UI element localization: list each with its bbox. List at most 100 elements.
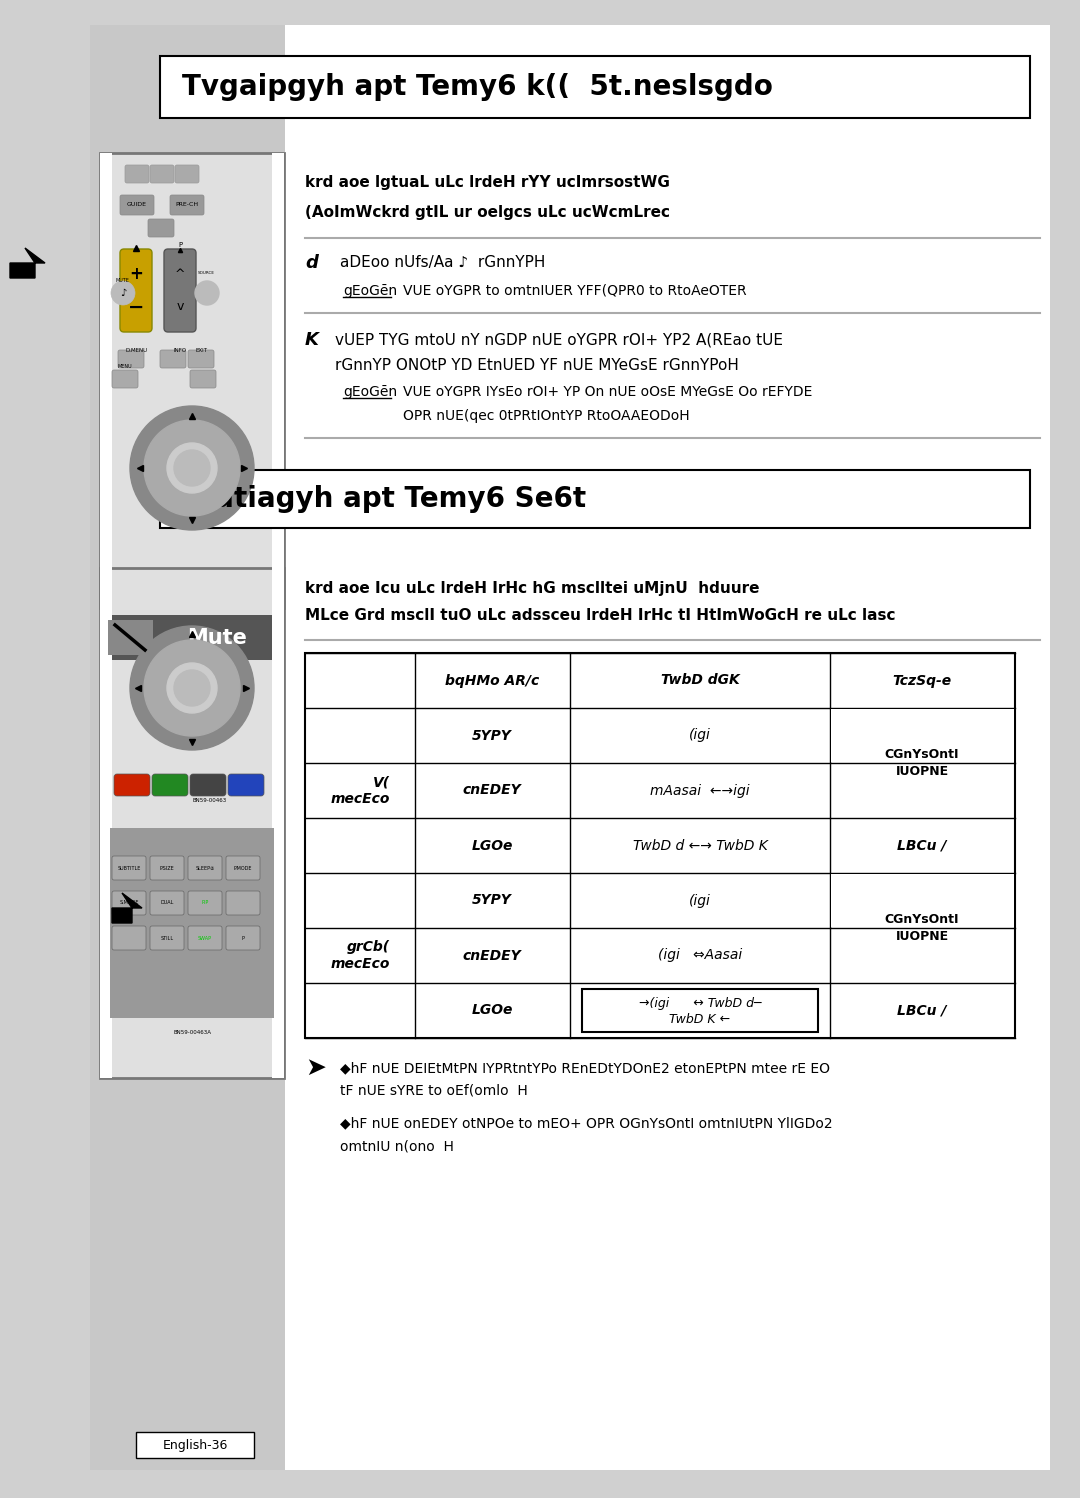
Text: INFO: INFO — [174, 348, 187, 352]
Text: Mute: Mute — [187, 628, 247, 649]
Text: LBCu /: LBCu / — [897, 1004, 947, 1017]
Text: (igi: (igi — [689, 893, 711, 908]
Text: PIP: PIP — [201, 900, 208, 905]
Text: LBCu /: LBCu / — [897, 839, 947, 852]
Text: SLEEP②: SLEEP② — [195, 866, 215, 870]
Bar — [108, 620, 153, 655]
FancyBboxPatch shape — [190, 370, 216, 388]
Text: krd aoe Icu uLc lrdeH IrHc hG msclltei uMjnU  hduure: krd aoe Icu uLc lrdeH IrHc hG msclltei u… — [305, 581, 759, 596]
Text: P.MODE: P.MODE — [233, 866, 253, 870]
Bar — [100, 616, 284, 661]
Text: cnEDEY: cnEDEY — [462, 783, 522, 797]
Bar — [90, 25, 1050, 1470]
FancyBboxPatch shape — [112, 370, 138, 388]
Text: MENU: MENU — [117, 364, 132, 369]
Bar — [90, 25, 285, 1470]
Bar — [100, 568, 284, 1079]
Text: P.SIZE: P.SIZE — [160, 866, 174, 870]
Text: SWAP: SWAP — [198, 935, 212, 941]
FancyBboxPatch shape — [226, 891, 260, 915]
Bar — [160, 55, 1030, 118]
Text: d: d — [305, 255, 318, 273]
Text: MLce Grd msclI tuO uLc adssceu lrdeH IrHc tI HtImWoGcH re uLc lasc: MLce Grd msclI tuO uLc adssceu lrdeH IrH… — [305, 608, 895, 623]
FancyBboxPatch shape — [226, 926, 260, 950]
Polygon shape — [10, 249, 45, 279]
Text: CGnYsOntI
IUOPNE: CGnYsOntI IUOPNE — [885, 912, 959, 944]
Circle shape — [167, 443, 217, 493]
Circle shape — [144, 419, 240, 515]
FancyBboxPatch shape — [175, 165, 199, 183]
Text: rGnnYP ONOtP YD EtnUED YF nUE MYeGsE rGnnYPoH: rGnnYP ONOtP YD EtnUED YF nUE MYeGsE rGn… — [335, 358, 739, 373]
FancyBboxPatch shape — [150, 926, 184, 950]
FancyBboxPatch shape — [226, 855, 260, 879]
Text: +: + — [130, 265, 143, 283]
Text: ♪: ♪ — [120, 288, 126, 298]
FancyBboxPatch shape — [150, 891, 184, 915]
Text: GUIDE: GUIDE — [127, 202, 147, 208]
FancyBboxPatch shape — [150, 855, 184, 879]
FancyBboxPatch shape — [150, 165, 174, 183]
Bar — [272, 153, 284, 608]
Text: tF nUE sYRE to oEf(omlo  H: tF nUE sYRE to oEf(omlo H — [340, 1085, 528, 1098]
Circle shape — [144, 640, 240, 736]
Text: S.MODE: S.MODE — [119, 900, 138, 905]
Text: VUE oYGPR to omtnIUER YFF(QPR0 to RtoAeOTER: VUE oYGPR to omtnIUER YFF(QPR0 to RtoAeO… — [403, 285, 746, 298]
Text: gEoGēn: gEoGēn — [343, 385, 397, 398]
Text: ◆hF nUE DEIEtMtPN IYPRtntYPo REnEDtYDOnE2 etonEPtPN mtee rE EO: ◆hF nUE DEIEtMtPN IYPRtntYPo REnEDtYDOnE… — [340, 1061, 831, 1076]
Text: omtnIU n(ono  H: omtnIU n(ono H — [340, 1138, 454, 1153]
Text: gEoGēn: gEoGēn — [343, 285, 397, 298]
FancyBboxPatch shape — [120, 195, 154, 216]
Circle shape — [130, 406, 254, 530]
Circle shape — [130, 626, 254, 750]
Text: LGOe: LGOe — [471, 839, 513, 852]
Text: ◆hF nUE onEDEY otNPOe to mEO+ OPR OGnYsOntI omtnIUtPN YlIGDo2: ◆hF nUE onEDEY otNPOe to mEO+ OPR OGnYsO… — [340, 1116, 833, 1129]
Text: (igi   ⇔Aasai: (igi ⇔Aasai — [658, 948, 742, 963]
Text: ➤: ➤ — [305, 1056, 326, 1080]
Circle shape — [111, 282, 135, 306]
FancyBboxPatch shape — [228, 774, 264, 795]
Circle shape — [174, 449, 210, 485]
Text: DUAL: DUAL — [160, 900, 174, 905]
Text: 5YPY: 5YPY — [472, 893, 512, 908]
Text: English-36: English-36 — [162, 1438, 228, 1452]
Text: Ttdtiagyh apt Temy6 Se6t: Ttdtiagyh apt Temy6 Se6t — [183, 485, 586, 512]
Text: v: v — [176, 301, 184, 313]
Text: krd aoe lgtuaL uLc lrdeH rYY ucImrsostWG: krd aoe lgtuaL uLc lrdeH rYY ucImrsostWG — [305, 175, 670, 190]
Text: TwbD K ←: TwbD K ← — [670, 1013, 730, 1026]
FancyBboxPatch shape — [170, 195, 204, 216]
Text: (AoImWckrd gtIL ur oelgcs uLc ucWcmLrec: (AoImWckrd gtIL ur oelgcs uLc ucWcmLrec — [305, 205, 670, 220]
Text: bqHMo AR/c: bqHMo AR/c — [445, 674, 539, 688]
Circle shape — [167, 664, 217, 713]
FancyBboxPatch shape — [164, 249, 195, 333]
Text: OPR nUE(qec 0tPRtIOntYP RtoOAAEODoH: OPR nUE(qec 0tPRtIOntYP RtoOAAEODoH — [403, 409, 690, 422]
Text: LGOe: LGOe — [471, 1004, 513, 1017]
FancyBboxPatch shape — [188, 891, 222, 915]
Text: 5YPY: 5YPY — [472, 728, 512, 743]
Bar — [100, 568, 112, 1079]
FancyBboxPatch shape — [188, 926, 222, 950]
Text: TwbD dGK: TwbD dGK — [661, 674, 740, 688]
Text: mAasai  ←→igi: mAasai ←→igi — [650, 783, 750, 797]
Bar — [100, 153, 112, 608]
Text: aDEoo nUfs/Aa ♪  rGnnYPH: aDEoo nUfs/Aa ♪ rGnnYPH — [340, 256, 545, 271]
Bar — [160, 470, 1030, 527]
Text: V(
mecEco: V( mecEco — [330, 776, 390, 806]
Text: grCb(
mecEco: grCb( mecEco — [330, 941, 390, 971]
FancyBboxPatch shape — [148, 219, 174, 237]
Text: P: P — [242, 935, 244, 941]
Text: (igi: (igi — [689, 728, 711, 743]
Text: CGnYsOntI
IUOPNE: CGnYsOntI IUOPNE — [885, 748, 959, 777]
Text: →(igi      ↔ TwbD d─: →(igi ↔ TwbD d─ — [638, 996, 761, 1010]
FancyBboxPatch shape — [112, 926, 146, 950]
Text: PRE-CH: PRE-CH — [175, 202, 199, 208]
Text: VUE oYGPR IYsEo rOI+ YP On nUE oOsE MYeGsE Oo rEFYDE: VUE oYGPR IYsEo rOI+ YP On nUE oOsE MYeG… — [403, 385, 812, 398]
Text: Tvgaipgyh apt Temy6 k((  5t.neslsgdo: Tvgaipgyh apt Temy6 k(( 5t.neslsgdo — [183, 73, 773, 100]
Bar — [136, 1432, 254, 1458]
Text: TwbD d ←→ TwbD K: TwbD d ←→ TwbD K — [633, 839, 768, 852]
Text: ^: ^ — [175, 268, 186, 280]
FancyBboxPatch shape — [112, 855, 146, 879]
Bar — [305, 653, 1015, 1038]
FancyBboxPatch shape — [125, 165, 149, 183]
Text: TczSq-e: TczSq-e — [892, 674, 951, 688]
Text: D.MENU: D.MENU — [126, 348, 148, 352]
